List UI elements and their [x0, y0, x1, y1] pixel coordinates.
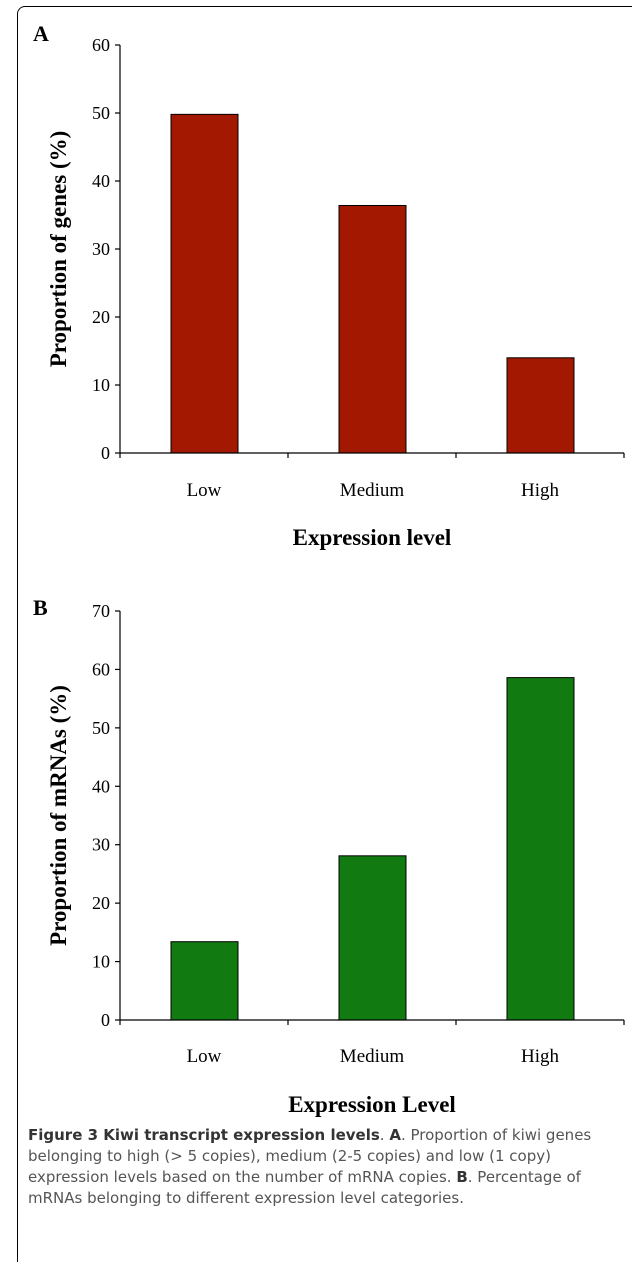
figure-charts: A 0 10 20 30 40 50 60 Low Medium High Expression le… — [33, 21, 625, 1117]
caption-figure-label: Figure 3 Kiwi transcript expression leve… — [28, 1126, 380, 1144]
bar — [506, 677, 575, 1021]
figure-caption: Figure 3 Kiwi transcript expression leve… — [28, 1126, 592, 1207]
bar — [170, 941, 239, 1021]
panel-label: B — [33, 595, 48, 620]
y-tick-label: 60 — [92, 35, 110, 55]
x-tick-label: Low — [187, 1046, 222, 1067]
bar — [338, 855, 407, 1021]
y-tick-label: 60 — [92, 659, 110, 679]
y-tick-label: 50 — [92, 718, 110, 738]
x-axis-label: Expression level — [293, 525, 452, 550]
x-tick-label: Low — [187, 480, 222, 501]
panel-label: A — [33, 21, 49, 46]
bar — [170, 113, 239, 454]
x-tick-label: High — [521, 1046, 560, 1067]
y-axis-label: Proportion of mRNAs (%) — [46, 685, 71, 946]
y-tick-label: 20 — [92, 307, 110, 327]
chart-panel-a: A 0 10 20 30 40 50 60 Low Medium High Expression le… — [33, 21, 625, 550]
x-tick-label: High — [521, 480, 560, 501]
caption-b-text: . Percentage of mRNAs belonging to diffe… — [28, 1168, 581, 1207]
y-tick-label: 50 — [92, 103, 110, 123]
chart-panel-b: B 0 10 20 30 40 50 60 70 Low Medium High Expression … — [33, 595, 625, 1117]
caption-b-label: B — [456, 1168, 468, 1186]
bar — [506, 357, 575, 454]
y-tick-label: 30 — [92, 239, 110, 259]
caption-a-label: A — [389, 1126, 401, 1144]
y-tick-label: 0 — [101, 443, 110, 463]
y-tick-label: 10 — [92, 952, 110, 972]
y-tick-label: 70 — [92, 601, 110, 621]
y-tick-label: 30 — [92, 835, 110, 855]
bar — [338, 204, 407, 454]
x-tick-label: Medium — [340, 1046, 405, 1067]
x-tick-label: Medium — [340, 480, 405, 501]
y-tick-label: 10 — [92, 375, 110, 395]
caption-a-text: . Proportion of kiwi genes belonging to … — [28, 1126, 592, 1186]
y-axis-label: Proportion of genes (%) — [46, 131, 71, 368]
y-tick-label: 40 — [92, 776, 110, 796]
x-axis-label: Expression Level — [288, 1092, 456, 1117]
y-tick-label: 40 — [92, 171, 110, 191]
y-tick-label: 20 — [92, 893, 110, 913]
y-tick-label: 0 — [101, 1010, 110, 1030]
